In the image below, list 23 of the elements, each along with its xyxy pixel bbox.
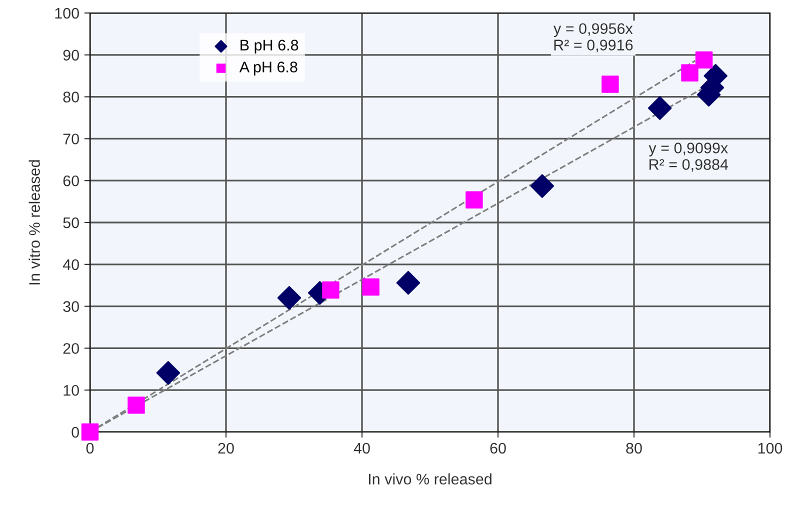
legend-label: A pH 6.8 [239, 62, 298, 76]
x-tick-label: 40 [354, 442, 370, 454]
x-tick-label: 0 [86, 442, 94, 454]
x-axis-title: In vivo % released [368, 473, 492, 485]
y-tick-label: 70 [63, 134, 79, 144]
y-tick-label: 100 [55, 8, 79, 19]
y-tick-label: 50 [63, 217, 79, 228]
y-tick-label: 30 [63, 301, 79, 312]
y-tick-label: 60 [63, 175, 79, 186]
annotation: y = 0,9099x R² = 0,9884 [648, 142, 728, 172]
x-tick-label: 80 [626, 442, 642, 454]
x-tick-label: 60 [490, 442, 506, 454]
x-tick-label: 20 [218, 442, 234, 454]
legend-label: B pH 6.8 [240, 40, 298, 54]
y-tick-label: 40 [62, 259, 79, 270]
y-tick-label: 80 [63, 92, 79, 102]
annotation: y = 0,9956x R² = 0,9916 [554, 23, 633, 52]
x-tick-label: 100 [758, 442, 782, 454]
y-axis-title: In vitro % released [28, 160, 40, 284]
y-tick-label: 20 [63, 343, 79, 354]
y-tick-label: 90 [63, 50, 79, 61]
y-tick-label: 10 [64, 384, 79, 396]
y-tick-label: 0 [72, 426, 79, 438]
